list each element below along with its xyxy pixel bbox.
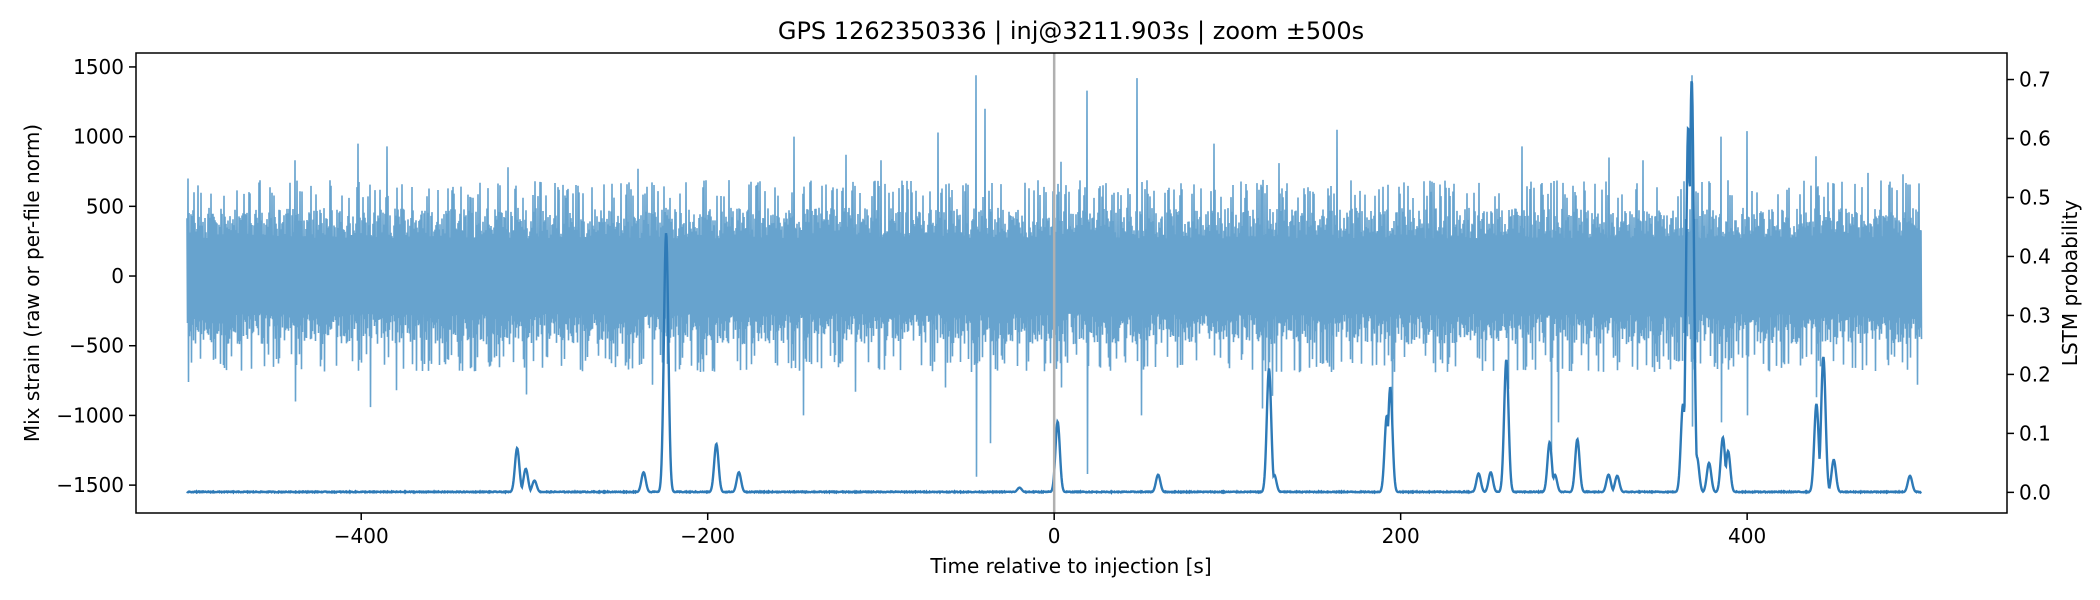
y-axis-right: 0.0 0.1 0.2 0.3 0.4 0.5 0.6 0.7: [2007, 68, 2051, 504]
y-right-tick-label: 0.7: [2019, 68, 2051, 92]
y-right-tick-label: 0.5: [2019, 185, 2051, 209]
x-tick-label: 0: [1048, 524, 1061, 548]
y-right-tick-label: 0.3: [2019, 303, 2051, 327]
x-tick-label: −200: [680, 524, 735, 548]
x-axis-label: Time relative to injection [s]: [929, 554, 1211, 578]
y-right-tick-label: 0.6: [2019, 127, 2051, 151]
y-left-tick-label: 1500: [73, 55, 124, 79]
plot-frame: [135, 52, 2008, 514]
chart-title: GPS 1262350336 | inj@3211.903s | zoom ±5…: [778, 17, 1364, 45]
y-right-tick-label: 0.0: [2019, 480, 2051, 504]
y-axis-right-label: LSTM probability: [2058, 200, 2082, 367]
y-axis-left: −1500 −1000 −500 0 500 1000 1500: [56, 55, 136, 497]
y-right-tick-label: 0.4: [2019, 244, 2051, 268]
y-axis-left-label: Mix strain (raw or per-file norm): [20, 124, 44, 442]
y-right-tick-label: 0.1: [2019, 421, 2051, 445]
x-tick-label: 400: [1728, 524, 1766, 548]
y-left-tick-label: −1500: [56, 473, 124, 497]
y-right-tick-label: 0.2: [2019, 362, 2051, 386]
x-tick-label: 200: [1382, 524, 1420, 548]
x-axis: −400 −200 0 200 400: [334, 513, 1766, 548]
y-left-tick-label: 1000: [73, 125, 124, 149]
y-left-tick-label: 500: [86, 194, 124, 218]
y-left-tick-label: −500: [69, 334, 124, 358]
y-left-tick-label: −1000: [56, 403, 124, 427]
x-tick-label: −400: [334, 524, 389, 548]
y-left-tick-label: 0: [111, 264, 124, 288]
